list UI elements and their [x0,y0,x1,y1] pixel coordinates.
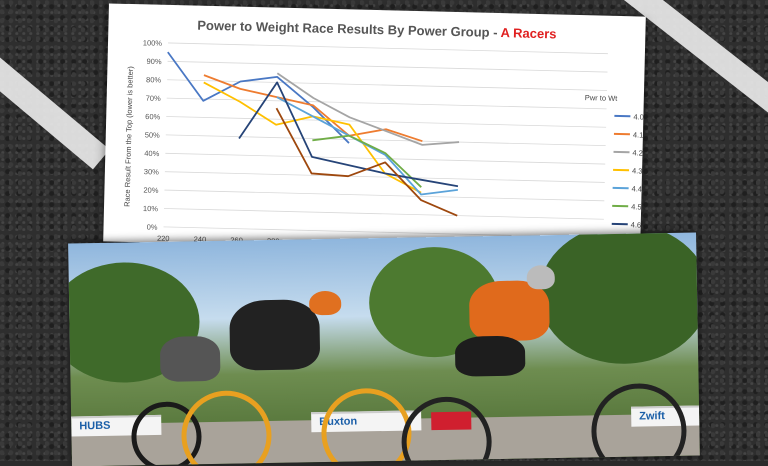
y-tick-label: 90% [146,57,162,66]
series-line-4-2 [276,73,461,146]
y-tick-label: 70% [146,94,162,103]
legend-label: 4.5 [631,202,642,211]
gridline [168,43,608,54]
rider-front [469,280,550,341]
legend-label: 4.2 [632,148,643,157]
legend-label: 4.0 [633,112,644,121]
y-tick-label: 100% [143,38,163,47]
y-tick-label: 20% [143,186,159,195]
y-tick-label: 60% [145,112,161,121]
gridline [164,208,604,219]
rider-helmet [309,291,341,316]
series-line-4-3 [201,82,423,192]
legend-label: 4.4 [632,184,643,193]
rider-head [527,265,555,289]
y-tick-label: 0% [147,222,158,231]
line-chart: 0%10%20%30%40%50%60%70%80%90%100%2202402… [103,3,646,254]
gridline [166,117,606,128]
bike-wheel [401,396,493,466]
legend-label: 4.6 [631,220,642,229]
y-tick-label: 30% [144,167,160,176]
legend-label: 4.3 [632,166,643,175]
series-line-4-4 [274,97,460,195]
y-tick-label: 10% [143,204,159,213]
rider-back [160,336,221,382]
bike-wheel [591,383,688,466]
gridline [167,98,607,109]
series-line-4-0 [166,52,351,143]
y-tick-label: 40% [144,149,160,158]
tree [538,233,700,366]
y-tick-label: 50% [145,130,161,139]
bike-wheel [181,390,273,466]
game-screenshot: HUBS Buxton Zwift [68,233,700,466]
rider-middle [229,299,320,371]
bike-wheel [321,388,413,466]
gridline [166,135,606,146]
legend-label: 4.1 [633,130,644,139]
series-line-4-6 [238,82,460,187]
rider-front-shorts [455,336,526,377]
gridline [164,190,604,201]
y-tick-label: 80% [146,75,162,84]
chart-printout: Power to Weight Race Results By Power Gr… [103,3,646,254]
gridline [168,61,608,72]
